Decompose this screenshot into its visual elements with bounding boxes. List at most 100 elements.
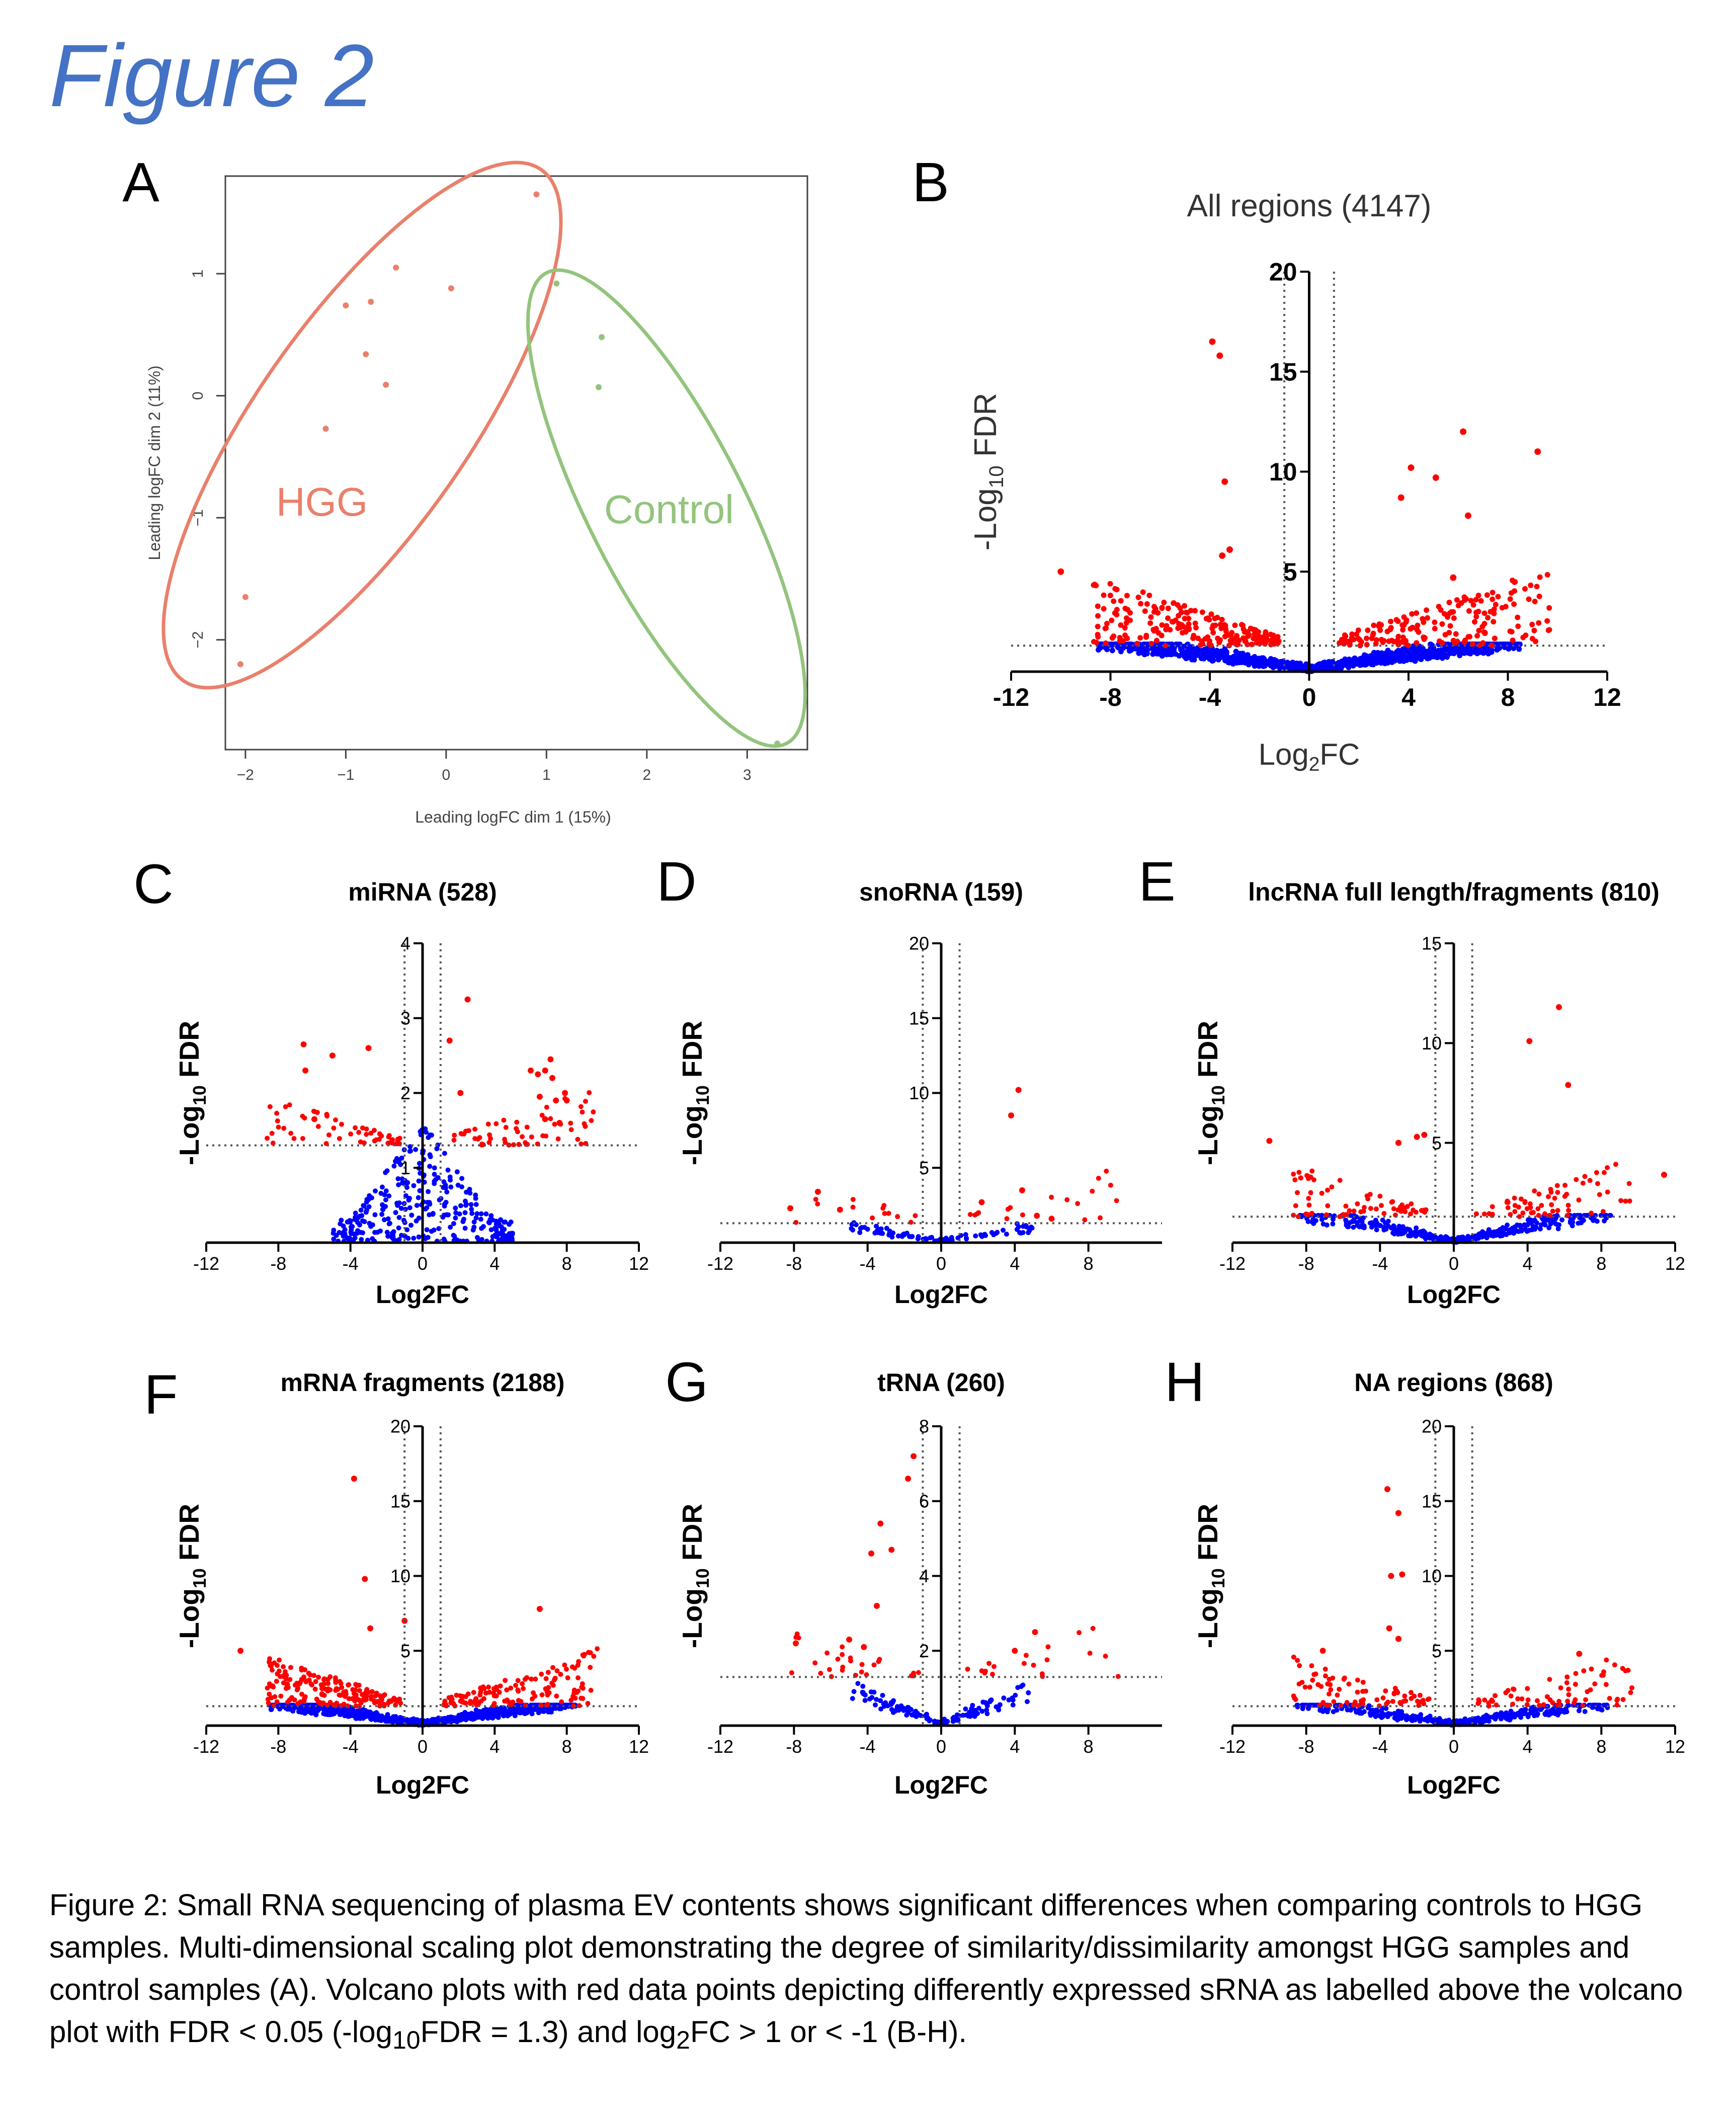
sig-point	[580, 1109, 585, 1115]
y-tick-label: 6	[919, 1491, 929, 1511]
ns-point	[1454, 1718, 1459, 1724]
ns-point	[372, 1230, 378, 1235]
ns-point	[944, 1237, 949, 1243]
y-tick-label: 10	[1269, 458, 1297, 486]
sig-point	[877, 1520, 884, 1527]
sig-point	[337, 1136, 342, 1142]
ns-point	[378, 1228, 383, 1234]
sig-point	[338, 1692, 343, 1698]
ns-point	[857, 1230, 863, 1235]
sig-point	[1481, 610, 1487, 616]
ns-point	[462, 1226, 468, 1231]
hgg-group-label: HGG	[276, 479, 368, 524]
ns-point	[1525, 1712, 1531, 1718]
sig-point	[311, 1116, 317, 1122]
ns-point	[1214, 647, 1220, 654]
ns-point	[1553, 1215, 1559, 1221]
sig-point	[1170, 619, 1176, 625]
sig-point	[1564, 1680, 1569, 1685]
sig-point	[552, 1121, 557, 1127]
sig-point	[1473, 597, 1479, 603]
sig-point	[1565, 1202, 1571, 1208]
sig-point	[1566, 1207, 1572, 1213]
sig-point	[873, 1603, 880, 1609]
sig-point	[1309, 1168, 1315, 1174]
sig-point	[350, 1696, 355, 1701]
ns-point	[1459, 1720, 1464, 1725]
ns-point	[1323, 666, 1329, 672]
panel-title: lncRNA full length/fragments (810)	[1248, 878, 1660, 906]
x-tick-label: 4	[1401, 683, 1416, 711]
mds-point-hgg	[393, 264, 399, 271]
ns-point	[365, 1712, 371, 1718]
ns-point	[345, 1235, 350, 1241]
sig-point	[1450, 609, 1456, 615]
sig-point	[1482, 1697, 1487, 1703]
sig-point	[1212, 615, 1218, 621]
y-tick-label: 10	[1422, 1566, 1442, 1586]
ns-point	[1010, 1695, 1015, 1701]
sig-point	[1365, 1196, 1371, 1201]
x-tick-label: -12	[1219, 1736, 1246, 1757]
sig-point	[1388, 618, 1394, 624]
ns-point	[393, 1210, 398, 1215]
sig-point	[549, 1075, 555, 1081]
ns-point	[1534, 1220, 1539, 1226]
sig-point	[339, 1121, 345, 1127]
sig-point	[859, 1669, 864, 1675]
sig-point	[888, 1547, 895, 1553]
sig-point	[911, 1670, 917, 1676]
sig-point	[284, 1676, 289, 1682]
sig-point	[545, 1670, 551, 1675]
sig-point	[1335, 1692, 1340, 1698]
ns-point	[496, 1223, 502, 1229]
sig-point	[1536, 1212, 1541, 1218]
x-tick-label: 0	[1302, 683, 1316, 711]
x-tick-label: -4	[860, 1253, 876, 1274]
sig-point	[1471, 619, 1477, 625]
sig-point	[288, 1665, 293, 1670]
sig-point	[377, 1136, 382, 1142]
x-tick-label: 8	[1596, 1253, 1606, 1274]
sig-point	[1432, 474, 1439, 481]
ns-point	[540, 1707, 546, 1712]
sig-point	[539, 1671, 544, 1677]
sig-point	[1165, 605, 1171, 611]
ns-point	[1331, 1709, 1336, 1715]
sig-point	[563, 1097, 570, 1104]
ns-point	[945, 1719, 950, 1724]
sig-point	[1135, 594, 1141, 600]
sig-point	[288, 1130, 294, 1136]
sig-point	[1547, 1213, 1553, 1219]
panel-letter-d: D	[656, 851, 696, 913]
ns-point	[878, 1698, 883, 1703]
ns-point	[1467, 1237, 1473, 1243]
sig-point	[1192, 608, 1198, 614]
sig-point	[1075, 1201, 1081, 1206]
sig-point	[1186, 615, 1192, 621]
sig-point	[1095, 623, 1101, 629]
sig-point	[1466, 608, 1472, 614]
sig-point	[1153, 626, 1159, 632]
sig-point	[361, 1140, 367, 1146]
y-tick-label: 4	[919, 1566, 929, 1586]
x-axis-label: Log2FC	[894, 1771, 988, 1799]
ns-point	[1542, 1222, 1548, 1228]
ns-point	[435, 1175, 441, 1180]
sig-point	[1142, 608, 1148, 614]
sig-point	[974, 1211, 980, 1216]
ns-point	[874, 1230, 880, 1235]
sig-point	[528, 1067, 534, 1074]
sig-point	[367, 1625, 374, 1632]
sig-point	[1104, 621, 1110, 627]
sig-point	[1479, 624, 1485, 630]
ns-point	[1414, 1225, 1419, 1231]
sig-point	[1613, 1162, 1618, 1167]
sig-point	[539, 1692, 545, 1697]
sig-point	[1310, 1677, 1315, 1683]
x-tick-label: -12	[193, 1253, 219, 1274]
sig-point	[1193, 625, 1199, 631]
sig-point	[1511, 1686, 1517, 1692]
sig-point	[378, 1694, 384, 1699]
sig-point	[1468, 598, 1474, 604]
